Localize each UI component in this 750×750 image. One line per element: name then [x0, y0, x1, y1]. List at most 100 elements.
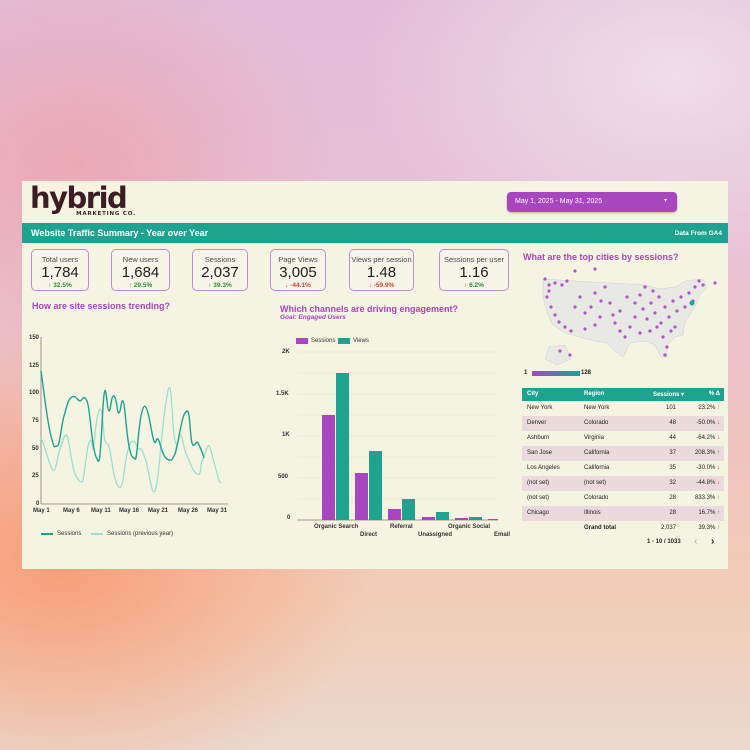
col-city[interactable]: City: [527, 391, 539, 397]
legend-label: Sessions: [311, 338, 336, 344]
scale-max: 128: [581, 370, 592, 376]
kpi-label: Sessions per user: [443, 255, 505, 264]
pagination-label: 1 - 10 / 1033: [647, 539, 681, 545]
table-row[interactable]: Chicago Illinois 28 16.7% ↑: [522, 506, 724, 521]
x-tick: May 16: [119, 508, 140, 514]
kpi-sessions: Sessions 2,037 ↑ 39.3%: [192, 249, 248, 291]
kpi-value: 1.48: [366, 264, 397, 281]
cell-pct: 16.7% ↑: [698, 510, 720, 516]
legend-views[interactable]: Views: [338, 338, 369, 344]
cell-city: Denver: [527, 420, 547, 426]
color-scale-bar: [532, 371, 580, 376]
cell-pct: 23.2% ↑: [698, 405, 720, 411]
grand-total-sessions: 2,037: [660, 525, 676, 531]
pct-value: 23.2%: [698, 405, 716, 411]
page-title: Website Traffic Summary - Year over Year: [31, 228, 209, 238]
kpi-total-users: Total users 1,784 ↑ 32.5%: [31, 249, 89, 291]
legend-sessions[interactable]: Sessions: [41, 531, 81, 537]
channel-bar-chart[interactable]: Sessions Views 2K 1.5K 1K 500 0: [272, 331, 510, 546]
scale-min: 1: [524, 370, 528, 376]
legend-label: Sessions (previous year): [107, 531, 174, 537]
table-header: City Region Sessions ▾ % Δ: [522, 388, 724, 401]
prev-page-button[interactable]: ‹: [694, 536, 698, 547]
x-tick: May 6: [63, 508, 80, 514]
legend-swatch: [41, 533, 53, 535]
pct-value: 16.7%: [698, 510, 716, 516]
y-tick: 125: [29, 363, 40, 369]
table-row[interactable]: San Jose California 37 208.3% ↑: [522, 446, 724, 461]
pct-value: 39.3%: [698, 525, 716, 531]
legend-sessions-prev-year[interactable]: Sessions (previous year): [91, 531, 173, 537]
x-tick: May 21: [148, 508, 169, 514]
table-row[interactable]: Denver Colorado 48 -50.0% ↓: [522, 416, 724, 431]
arrow-up-icon: ↑: [717, 405, 720, 411]
y-tick: 1K: [282, 432, 290, 438]
table-row[interactable]: Ashburn Virginia 44 -64.2% ↓: [522, 431, 724, 446]
kpi-value: 2,037: [201, 264, 239, 281]
cell-region: (not set): [584, 480, 607, 486]
x-tick: May 31: [207, 508, 228, 514]
pct-value: -50.0%: [696, 420, 716, 426]
us-cities-bubble-map[interactable]: [535, 267, 720, 377]
cell-pct: -50.0% ↓: [696, 420, 720, 426]
kpi-label: Views per session: [351, 255, 412, 264]
pct-value: -44.8%: [696, 480, 716, 486]
y-tick: 2K: [282, 349, 290, 355]
x-tick: Email: [494, 532, 511, 538]
cell-region: New York: [584, 405, 610, 411]
kpi-sessions-per-user: Sessions per user 1.16 ↑ 6.2%: [439, 249, 509, 291]
cell-sessions: 37: [669, 450, 676, 456]
pct-value: 833.3%: [694, 495, 716, 501]
date-range-picker[interactable]: May 1, 2025 - May 31, 2025 ▾: [507, 192, 677, 212]
chevron-down-icon: ▾: [663, 198, 667, 204]
grand-total-pct: 39.3% ↑: [698, 525, 720, 531]
x-tick: Referral: [390, 524, 413, 530]
col-pct-change[interactable]: % Δ: [708, 391, 720, 397]
cell-sessions: 28: [669, 495, 676, 501]
y-tick: 1.5K: [276, 391, 289, 397]
table-row[interactable]: Los Angeles California 35 -30.0% ↓: [522, 461, 724, 476]
kpi-label: Page Views: [278, 255, 318, 264]
legend-label: Views: [353, 338, 369, 344]
kpi-change: ↓ -44.1%: [285, 282, 311, 289]
table-row[interactable]: (not set) Colorado 28 833.3% ↑: [522, 491, 724, 506]
y-tick: 150: [29, 335, 40, 341]
cell-sessions: 101: [665, 405, 676, 411]
kpi-change: ↑ 29.5%: [128, 282, 153, 289]
cell-sessions: 44: [669, 435, 676, 441]
arrow-up-icon: ↑: [717, 525, 720, 531]
cell-city: (not set): [527, 495, 550, 501]
kpi-value: 3,005: [279, 264, 317, 281]
brand-logo: hybrid MARKETING CO.: [30, 183, 136, 219]
table-row[interactable]: (not set) (not set) 32 -44.8% ↓: [522, 476, 724, 491]
cell-pct: 208.3% ↑: [695, 450, 720, 456]
cell-city: New York: [527, 405, 553, 411]
kpi-change: ↑ 6.2%: [464, 282, 484, 289]
legend-sessions[interactable]: Sessions: [296, 338, 335, 344]
city-markers: [543, 267, 717, 357]
cell-region: Virginia: [584, 435, 604, 441]
kpi-change: ↓ -59.9%: [368, 282, 395, 289]
kpi-change: ↑ 39.3%: [208, 282, 232, 289]
x-tick: Unassigned: [418, 532, 453, 538]
cell-pct: -64.2% ↓: [696, 435, 720, 441]
kpi-label: New users: [122, 255, 159, 264]
x-tick: Direct: [360, 532, 378, 538]
table-row[interactable]: New York New York 101 23.2% ↑: [522, 401, 724, 416]
next-page-button[interactable]: ›: [711, 536, 715, 547]
arrow-up-icon: ↑: [717, 495, 720, 501]
arrow-down-icon: ↓: [717, 480, 720, 486]
y-tick: 50: [32, 446, 39, 452]
x-tick: May 26: [178, 508, 199, 514]
cell-sessions: 35: [669, 465, 676, 471]
col-region[interactable]: Region: [584, 391, 605, 397]
cell-sessions: 48: [669, 420, 676, 426]
cell-pct: -30.0% ↓: [696, 465, 720, 471]
col-sessions-sort[interactable]: Sessions ▾: [652, 392, 684, 398]
sessions-line-chart[interactable]: 150 125 100 75 50 25 0 May 1 May 6 May 1…: [22, 331, 262, 541]
x-tick: Organic Social: [448, 524, 491, 530]
bar-chart-plot: [297, 351, 498, 521]
data-source-label: Data From GA4: [674, 230, 722, 237]
kpi-value: 1,684: [121, 264, 160, 281]
kpi-views-per-session: Views per session 1.48 ↓ -59.9%: [349, 249, 414, 291]
